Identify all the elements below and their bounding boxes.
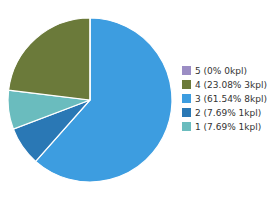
chart: 5 (0% 0kpl) 4 (23.08% 3kpl) 3 (61.54% 8kpl…: [0, 0, 275, 200]
legend-item: 4 (23.08% 3kpl): [182, 80, 267, 90]
pie-slice: [89, 18, 90, 100]
legend-item: 1 (7.69% 1kpl): [182, 122, 261, 132]
legend: 5 (0% 0kpl) 4 (23.08% 3kpl) 3 (61.54% 8kpl…: [182, 66, 267, 132]
legend-swatch: [182, 94, 191, 103]
legend-swatch: [182, 66, 191, 75]
pie: [8, 18, 172, 182]
pie-slice: [9, 18, 90, 100]
legend-item: 2 (7.69% 1kpl): [182, 108, 261, 118]
legend-label: 1 (7.69% 1kpl): [195, 122, 261, 132]
legend-item: 5 (0% 0kpl): [182, 66, 247, 76]
legend-item: 3 (61.54% 8kpl): [182, 94, 267, 104]
legend-label: 2 (7.69% 1kpl): [195, 108, 261, 118]
legend-swatch: [182, 122, 191, 131]
legend-label: 5 (0% 0kpl): [195, 66, 247, 76]
legend-swatch: [182, 108, 191, 117]
legend-label: 3 (61.54% 8kpl): [195, 94, 267, 104]
legend-label: 4 (23.08% 3kpl): [195, 80, 267, 90]
legend-swatch: [182, 80, 191, 89]
